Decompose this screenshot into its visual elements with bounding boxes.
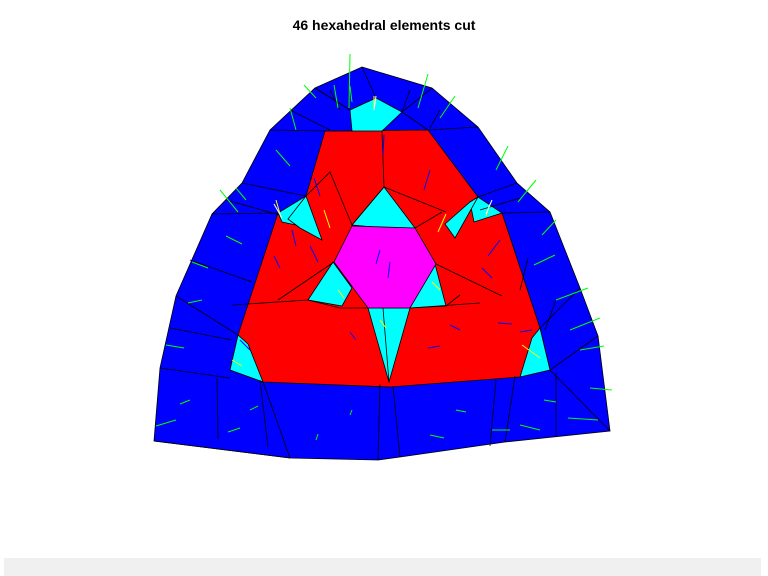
normal-vectors-white: [273, 95, 493, 219]
mesh-edges: [153, 66, 611, 461]
figure-title: 46 hexahedral elements cut: [292, 17, 476, 33]
cyan-right-lower: [519, 327, 551, 378]
normal-vectors-outer: [155, 53, 613, 441]
cyan-left-wedge: [287, 195, 323, 241]
normal-vectors-inner: [239, 134, 533, 351]
cyan-center-left: [307, 261, 353, 307]
cyan-right-wedge: [444, 196, 479, 239]
transition-cells: [229, 97, 551, 384]
cyan-top: [349, 97, 403, 132]
normal-vectors-yellow: [231, 96, 541, 367]
figure-bottom-strip: [4, 558, 761, 576]
